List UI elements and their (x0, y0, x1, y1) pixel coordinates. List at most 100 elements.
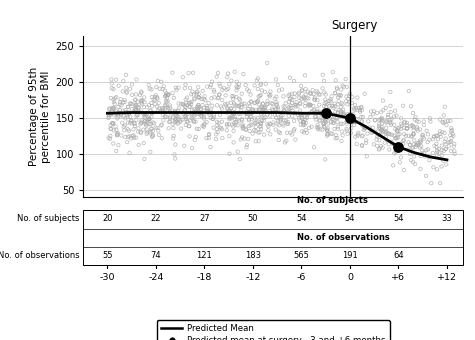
Point (393, 128, 400, 134)
Point (316, 118, 324, 123)
Point (128, 82, 136, 87)
Point (131, 108, 139, 113)
Point (238, 116, 246, 122)
Point (362, 138, 370, 143)
Point (126, 86, 134, 91)
Point (148, 87, 155, 92)
Point (266, 113, 274, 118)
Point (390, 114, 398, 119)
Point (230, 120, 238, 126)
Point (366, 125, 373, 130)
Point (343, 84, 351, 89)
Point (111, 96, 119, 101)
Point (245, 123, 253, 129)
Point (334, 110, 342, 115)
Point (218, 97, 226, 103)
Point (246, 103, 254, 109)
Point (122, 110, 130, 115)
Point (169, 136, 177, 141)
Point (247, 99, 255, 104)
Point (377, 143, 385, 149)
Point (226, 108, 233, 113)
Point (174, 121, 181, 126)
Point (392, 149, 399, 155)
Point (128, 121, 136, 126)
Point (448, 127, 456, 133)
Point (200, 96, 208, 102)
Point (212, 136, 220, 142)
Point (371, 129, 379, 134)
Point (166, 103, 174, 108)
Point (329, 111, 336, 117)
Point (140, 140, 148, 146)
Point (354, 130, 362, 136)
Point (321, 124, 328, 130)
Point (301, 73, 309, 78)
Point (335, 99, 342, 104)
Point (117, 133, 125, 138)
Point (450, 144, 457, 149)
Point (398, 126, 405, 132)
Point (396, 160, 404, 165)
Point (337, 111, 345, 116)
Point (371, 117, 379, 123)
Point (238, 121, 246, 127)
Point (256, 93, 264, 99)
Point (260, 132, 268, 137)
Point (286, 75, 294, 81)
Point (405, 88, 413, 94)
Point (364, 119, 372, 124)
Point (340, 112, 347, 117)
Point (321, 101, 329, 106)
Point (285, 109, 293, 115)
Point (182, 122, 190, 128)
Point (274, 112, 281, 117)
Point (191, 108, 199, 113)
Point (389, 132, 396, 137)
Point (328, 131, 336, 137)
Point (153, 104, 161, 109)
Point (306, 90, 314, 96)
Point (327, 97, 334, 102)
Point (133, 77, 140, 82)
Text: No. of subjects: No. of subjects (17, 214, 79, 223)
Point (382, 134, 390, 140)
Point (141, 115, 149, 120)
Point (251, 116, 258, 121)
Point (446, 118, 454, 124)
Point (172, 113, 180, 118)
Point (198, 110, 206, 116)
Point (400, 132, 408, 137)
Point (248, 117, 256, 122)
Point (218, 106, 226, 111)
Point (399, 141, 407, 147)
Point (361, 126, 369, 131)
Point (316, 109, 324, 115)
Point (413, 126, 421, 131)
Point (297, 122, 304, 128)
Text: Surgery: Surgery (331, 19, 377, 33)
Point (266, 94, 273, 99)
Point (226, 115, 233, 120)
Point (327, 119, 335, 124)
Point (441, 104, 448, 109)
Point (332, 116, 340, 121)
Point (321, 108, 328, 114)
Point (224, 74, 231, 80)
Point (207, 144, 214, 150)
Point (259, 107, 267, 112)
Point (162, 103, 170, 108)
Point (307, 91, 314, 97)
Point (245, 136, 252, 142)
Point (298, 129, 306, 134)
Point (182, 82, 190, 87)
Point (293, 99, 300, 105)
Point (130, 126, 137, 132)
Point (377, 132, 384, 138)
Point (377, 128, 385, 134)
Point (347, 125, 355, 131)
Point (228, 78, 235, 83)
Point (322, 97, 329, 102)
Point (337, 93, 344, 99)
Point (249, 131, 256, 136)
